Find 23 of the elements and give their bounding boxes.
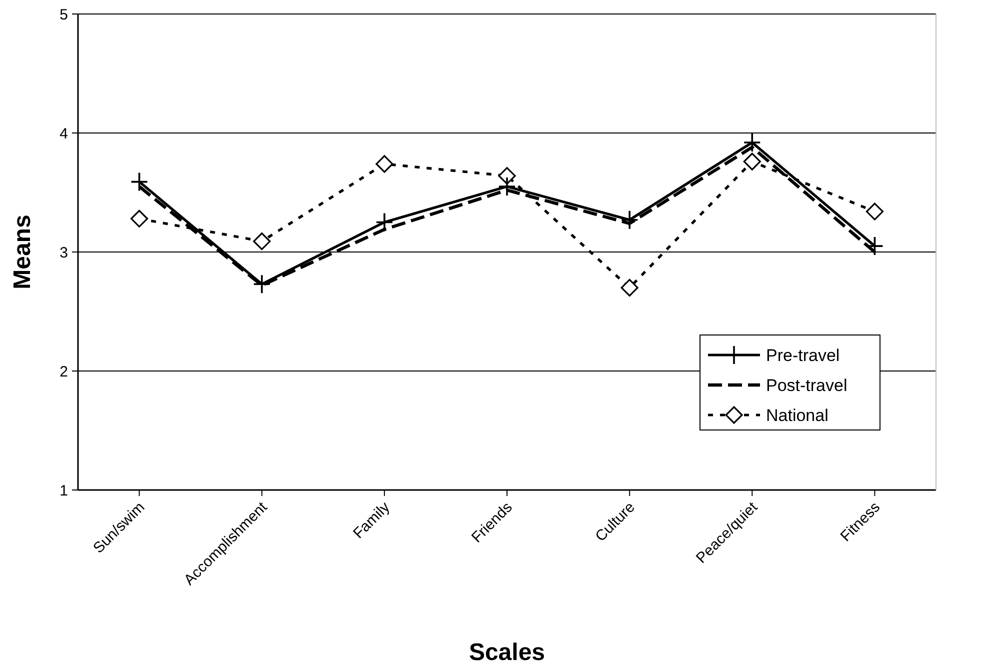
y-tick-label: 4 [60,125,68,142]
legend-label: Post-travel [766,376,848,395]
y-tick-label: 2 [60,363,68,380]
legend-label: National [766,406,828,425]
point [253,232,271,250]
y-tick-label: 3 [60,244,68,262]
y-axis-title: Means [9,214,36,290]
point [376,212,394,232]
y-tick-label: 1 [60,482,68,500]
y-tick-label: 5 [60,6,68,24]
point [866,202,884,220]
point [498,167,516,185]
point [743,152,761,170]
point [130,210,148,228]
point [498,176,516,196]
point [130,172,148,192]
point [376,155,394,173]
x-axis-title: Scales [468,639,546,666]
legend-label: Pre-travel [766,346,840,365]
point [252,274,271,294]
point [743,132,762,152]
point [620,210,638,230]
point [620,278,638,296]
